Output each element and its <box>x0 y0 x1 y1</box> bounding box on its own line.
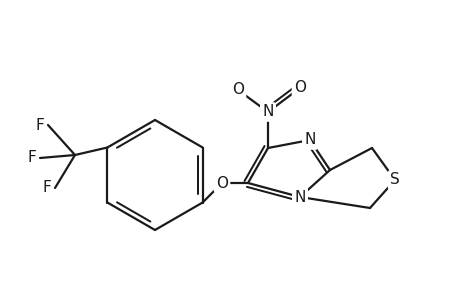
Text: O: O <box>231 82 243 98</box>
Text: F: F <box>43 181 51 196</box>
Text: F: F <box>35 118 44 133</box>
Text: O: O <box>216 176 228 190</box>
Text: N: N <box>304 133 315 148</box>
Text: N: N <box>294 190 305 205</box>
Text: S: S <box>389 172 399 188</box>
Text: F: F <box>28 151 36 166</box>
Text: N: N <box>262 104 273 119</box>
Text: O: O <box>293 80 305 95</box>
